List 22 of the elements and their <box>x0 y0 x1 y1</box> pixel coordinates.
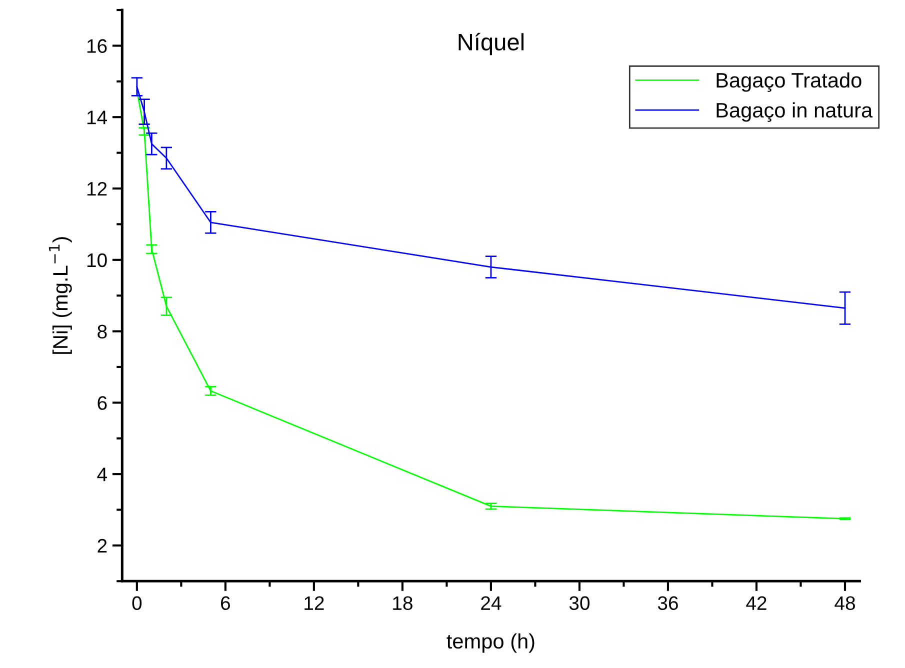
legend-label: Bagaço in natura <box>716 102 873 122</box>
y-axis-title: [Ni] (mg.L$^{−1}$) <box>48 237 72 354</box>
x-tick-label: 48 <box>834 596 855 610</box>
y-tick-label: 10 <box>87 253 107 268</box>
y-tick-label: 16 <box>87 39 107 53</box>
y-tick-label: 2 <box>98 538 107 553</box>
x-tick-label: 6 <box>221 596 230 610</box>
y-tick-label: 8 <box>98 324 107 339</box>
text: Níquel <box>458 32 524 56</box>
x-tick-label: 36 <box>658 596 678 610</box>
x-tick-label: 42 <box>746 596 766 610</box>
y-tick-label: 12 <box>87 182 107 196</box>
x-tick-label: 18 <box>393 596 412 610</box>
x-tick-label: 12 <box>304 596 324 610</box>
x-tick-label: 30 <box>569 596 590 610</box>
y-tick-label: 6 <box>98 396 107 410</box>
x-axis-title: tempo (h) <box>446 633 534 653</box>
x-tick-label: 0 <box>132 596 142 610</box>
legend-label: Bagaço Tratado <box>716 72 862 92</box>
x-tick-label: 24 <box>481 596 502 610</box>
y-tick-label: 14 <box>87 110 108 124</box>
y-tick-label: 4 <box>97 468 108 482</box>
